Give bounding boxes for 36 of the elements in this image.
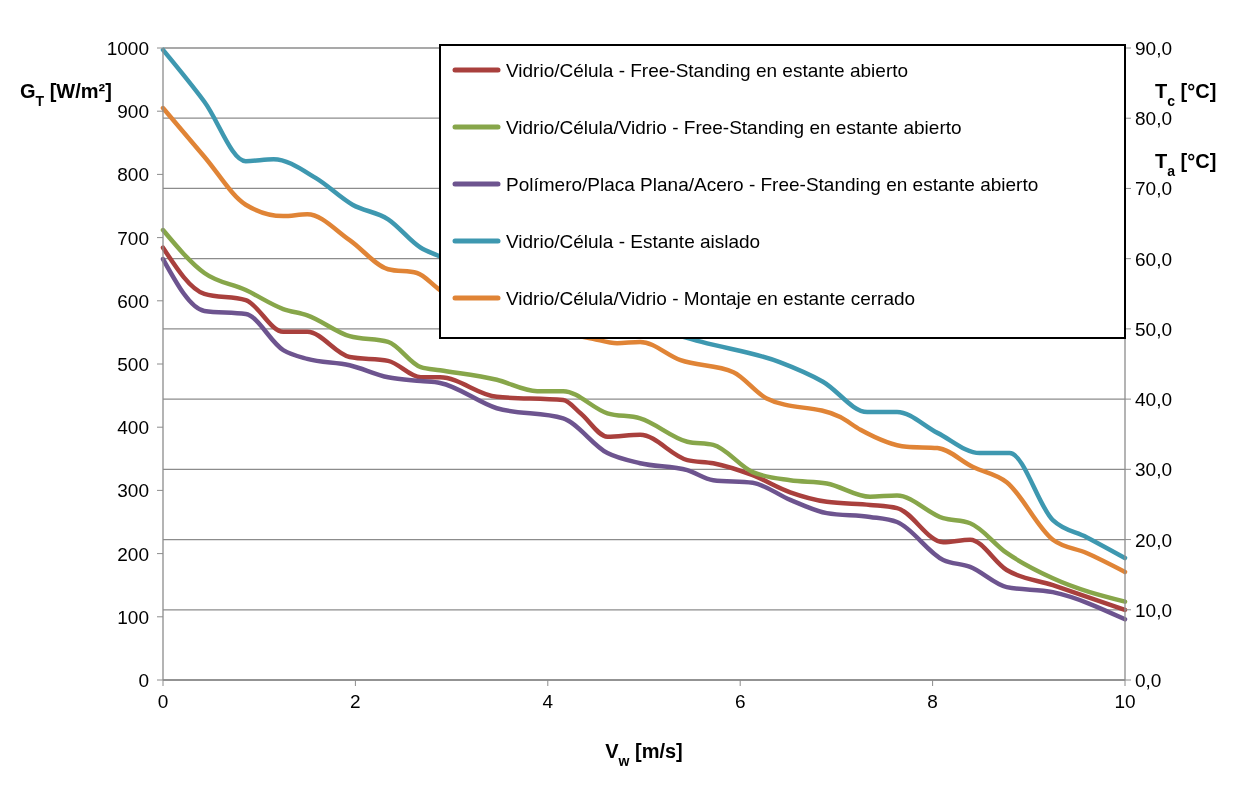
y2-tick-label: 30,0 [1135,459,1172,481]
x-tick-label: 10 [1114,691,1136,712]
y2-tick-label: 60,0 [1135,248,1172,270]
y2-tick-label: 0,0 [1135,670,1162,691]
y2-axis-title: T$_{c}$ [°C] [1155,80,1217,109]
x-axis-title: V$_{w}$ [m/s] [605,740,683,769]
y-tick-label: 500 [117,354,149,375]
legend-label: Polímero/Placa Plana/Acero - Free-Standing en estante abierto [506,174,1039,195]
y2-tick-label: 90,0 [1135,38,1172,59]
y-tick-label: 100 [117,606,149,628]
y-tick-label: 600 [117,290,149,312]
y2-tick-label: 80,0 [1135,108,1172,130]
y-tick-label: 400 [117,417,149,439]
y-tick-label: 200 [117,543,149,565]
y-tick-label: 0 [138,670,149,691]
legend-label: Vidrio/Célula - Free-Standing en estante abierto [506,60,909,81]
y-tick-label: 300 [117,480,149,502]
legend-label: Vidrio/Célula - Estante aislado [506,231,761,252]
x-tick-label: 4 [542,691,554,712]
y-tick-label: 900 [117,101,149,123]
y2-tick-label: 40,0 [1135,389,1172,411]
x-tick-label: 6 [734,691,746,712]
legend-label: Vidrio/Célula/Vidrio - Montaje en estante cerrado [506,288,916,309]
x-tick-label: 8 [927,691,938,712]
text: T$_{a}$ [°C] [1155,150,1217,179]
y-tick-label: 1000 [106,38,149,59]
y2-tick-label: 70,0 [1135,178,1172,200]
y-axis-title: G$_{T}$ [W/m²] [20,80,112,109]
legend-label: Vidrio/Célula/Vidrio - Free-Standing en estante abierto [506,117,962,138]
x-tick-label: 0 [157,691,169,712]
y2-tick-label: 10,0 [1135,599,1172,621]
y-tick-label: 800 [117,164,149,186]
y-tick-label: 700 [117,227,149,249]
y2-tick-label: 50,0 [1135,318,1172,340]
x-tick-label: 2 [350,691,361,712]
y2-tick-label: 20,0 [1135,529,1172,551]
